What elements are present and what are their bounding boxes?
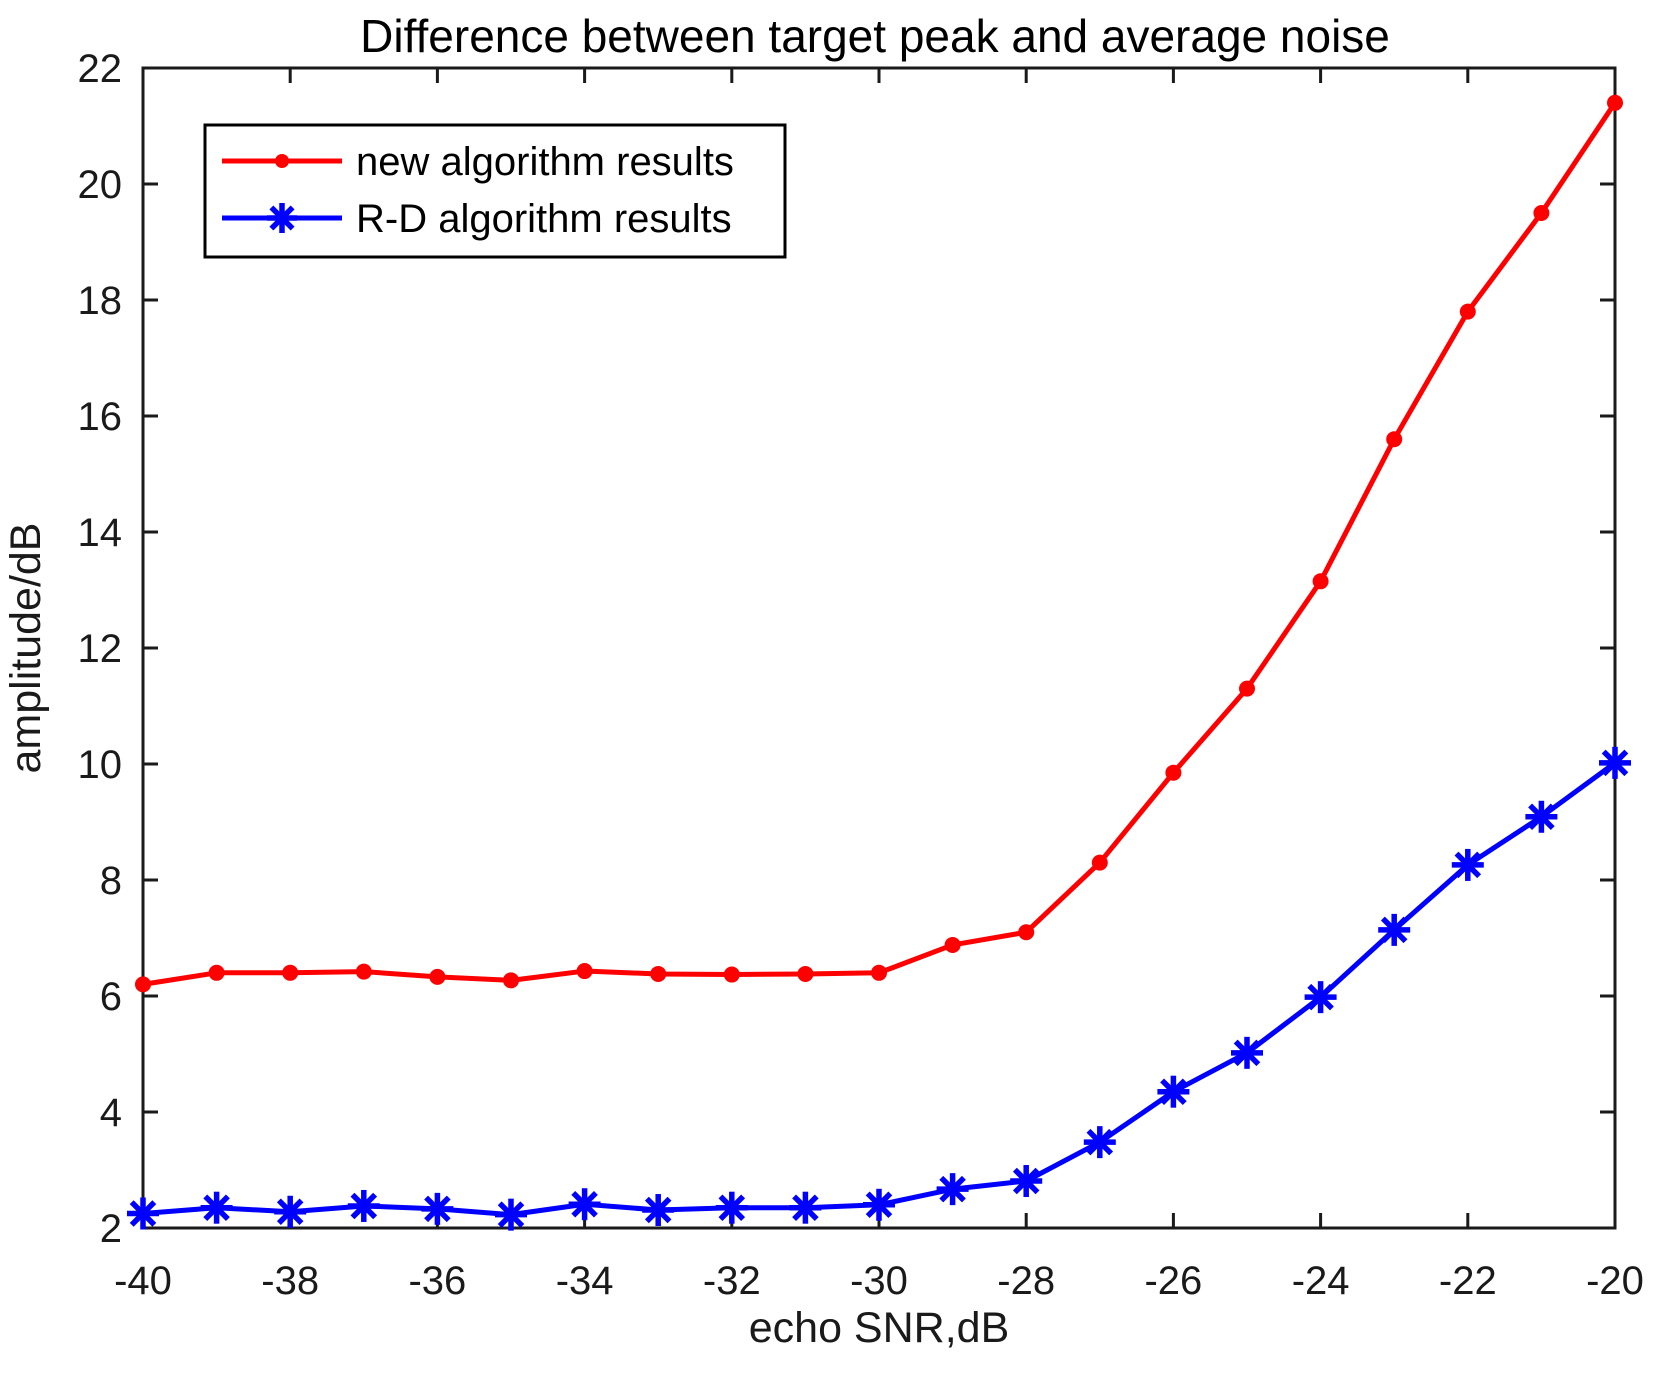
- dot-marker: [429, 968, 446, 985]
- dot-marker: [1018, 924, 1035, 941]
- x-tick-label: -40: [114, 1259, 172, 1303]
- asterisk-marker: [203, 1194, 230, 1221]
- dot-marker: [1386, 431, 1403, 448]
- x-tick-label: -22: [1439, 1259, 1497, 1303]
- asterisk-marker: [792, 1194, 819, 1221]
- x-tick-label: -32: [703, 1259, 761, 1303]
- asterisk-marker: [1528, 803, 1555, 831]
- dot-marker: [282, 964, 299, 981]
- asterisk-marker: [939, 1175, 966, 1203]
- asterisk-marker: [1454, 851, 1482, 879]
- dot-marker: [944, 936, 961, 953]
- y-tick-label: 2: [100, 1207, 122, 1251]
- legend: new algorithm results R-D algorithm resul…: [203, 123, 787, 259]
- y-tick-label: 8: [100, 859, 122, 903]
- y-tick-label: 12: [78, 627, 123, 671]
- asterisk-marker: [129, 1200, 157, 1227]
- x-tick-label: -36: [408, 1259, 466, 1303]
- dot-marker: [275, 154, 289, 168]
- dot-marker: [1312, 573, 1329, 590]
- y-tick-label: 16: [78, 395, 123, 439]
- y-tick-label: 14: [78, 511, 123, 555]
- plot-area: -40 -38 -36 -34 -32 -30 -28 -26 -24 -22 -20 2 4 6 8 10 1…: [78, 47, 1644, 1303]
- asterisk-marker: [718, 1194, 746, 1221]
- asterisk-marker: [1086, 1128, 1114, 1156]
- x-axis-label: echo SNR,dB: [749, 1304, 1010, 1352]
- asterisk-marker: [1233, 1039, 1261, 1067]
- y-tick-label: 18: [78, 279, 123, 323]
- legend-item: R-D algorithm results: [222, 197, 732, 241]
- legend-item-label: R-D algorithm results: [356, 197, 732, 241]
- asterisk-marker: [497, 1201, 525, 1228]
- y-tick-label: 20: [78, 163, 123, 207]
- asterisk-marker: [269, 205, 295, 231]
- dot-marker: [576, 963, 593, 980]
- dot-marker: [1239, 680, 1255, 697]
- series-new-algorithm: [135, 94, 1623, 993]
- dot-marker: [1459, 303, 1476, 320]
- dot-marker: [723, 966, 740, 983]
- x-tick-label: -28: [997, 1259, 1055, 1303]
- x-tick-label: -24: [1292, 1259, 1350, 1303]
- asterisk-marker: [276, 1198, 304, 1226]
- dot-marker: [135, 976, 151, 993]
- dot-marker: [503, 972, 519, 989]
- asterisk-marker: [424, 1195, 451, 1223]
- asterisk-marker: [865, 1191, 893, 1219]
- legend-item-label: new algorithm results: [356, 140, 734, 184]
- legend-box: [203, 123, 787, 259]
- x-tick-label: -34: [556, 1259, 614, 1303]
- y-tick-label: 10: [78, 743, 123, 787]
- y-axis-label: amplitude/dB: [2, 523, 50, 774]
- asterisk-marker: [1601, 749, 1629, 777]
- dot-marker: [208, 964, 225, 981]
- dot-marker: [1091, 854, 1108, 871]
- dot-marker: [871, 964, 887, 981]
- x-tick-label: -26: [1144, 1259, 1202, 1303]
- x-tick-label: -38: [261, 1259, 319, 1303]
- dot-marker: [1533, 205, 1550, 221]
- asterisk-marker: [571, 1190, 598, 1218]
- dot-marker: [1607, 94, 1623, 111]
- dot-marker: [355, 963, 372, 980]
- asterisk-marker: [1012, 1167, 1040, 1195]
- asterisk-marker: [1380, 916, 1408, 944]
- x-tick-label: -30: [850, 1259, 908, 1303]
- series-line: [142, 760, 1617, 1218]
- asterisk-marker: [1160, 1078, 1187, 1105]
- series-rd-algorithm: [127, 746, 1631, 1231]
- dot-marker: [797, 965, 814, 982]
- chart-title: Difference between target peak and avera…: [360, 10, 1390, 62]
- dot-marker: [650, 965, 667, 982]
- asterisk-marker: [644, 1196, 672, 1224]
- asterisk-marker: [350, 1192, 378, 1220]
- y-tick-label: 4: [100, 1091, 122, 1135]
- legend-item: new algorithm results: [222, 140, 734, 184]
- asterisk-marker: [1307, 983, 1334, 1011]
- y-tick-label: 22: [78, 47, 123, 91]
- x-tick-label: -20: [1586, 1259, 1644, 1303]
- dot-marker: [1165, 764, 1182, 781]
- y-tick-label: 6: [100, 975, 122, 1019]
